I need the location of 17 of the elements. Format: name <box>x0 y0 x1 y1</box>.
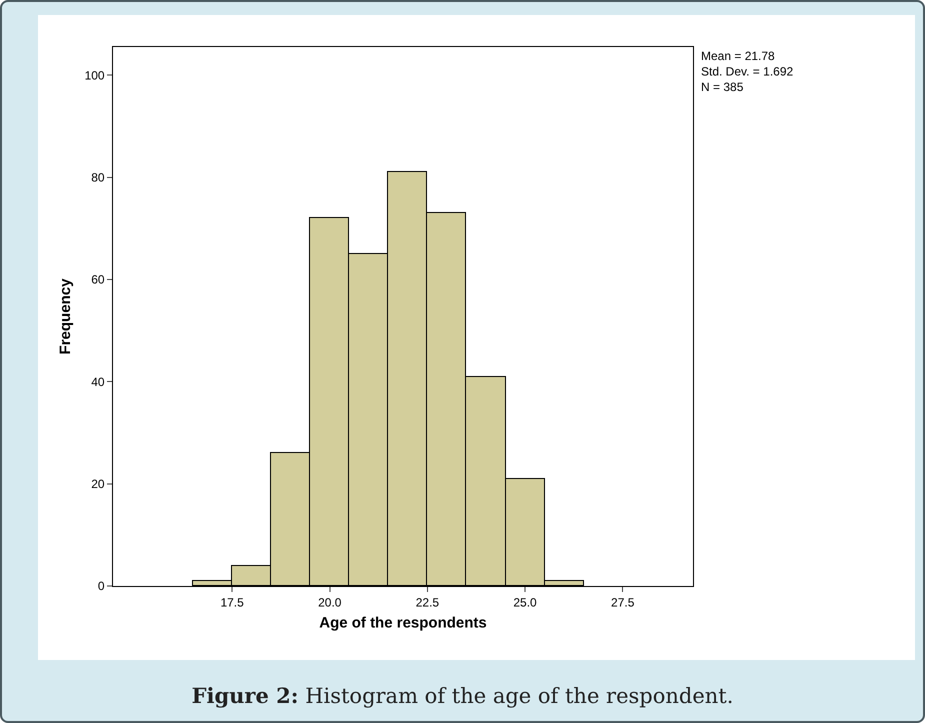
y-tick-label: 100 <box>84 68 105 82</box>
y-tick-label: 60 <box>91 272 105 287</box>
text: Mean = 21.78 <box>701 49 776 63</box>
x-tick-label: 27.5 <box>611 595 635 610</box>
x-axis-title: Age of the respondents <box>319 614 487 632</box>
x-tick-label: 25.0 <box>513 595 538 610</box>
y-tick-label: 80 <box>91 170 105 184</box>
y-axis-title: Frequency <box>56 278 74 354</box>
x-tick-label: 22.5 <box>416 595 440 610</box>
x-tick-label: 17.5 <box>220 595 244 610</box>
y-tick-label: 0 <box>98 579 105 594</box>
x-tick-label: 20.0 <box>318 595 342 610</box>
text: N = 385 <box>701 80 744 94</box>
text: Std. Dev. = 1.692 <box>701 64 794 79</box>
caption: Figure 2: Histogram of the age of the respondent. <box>192 683 734 708</box>
y-tick-label: 40 <box>91 374 105 389</box>
y-tick-label: 20 <box>91 477 105 492</box>
